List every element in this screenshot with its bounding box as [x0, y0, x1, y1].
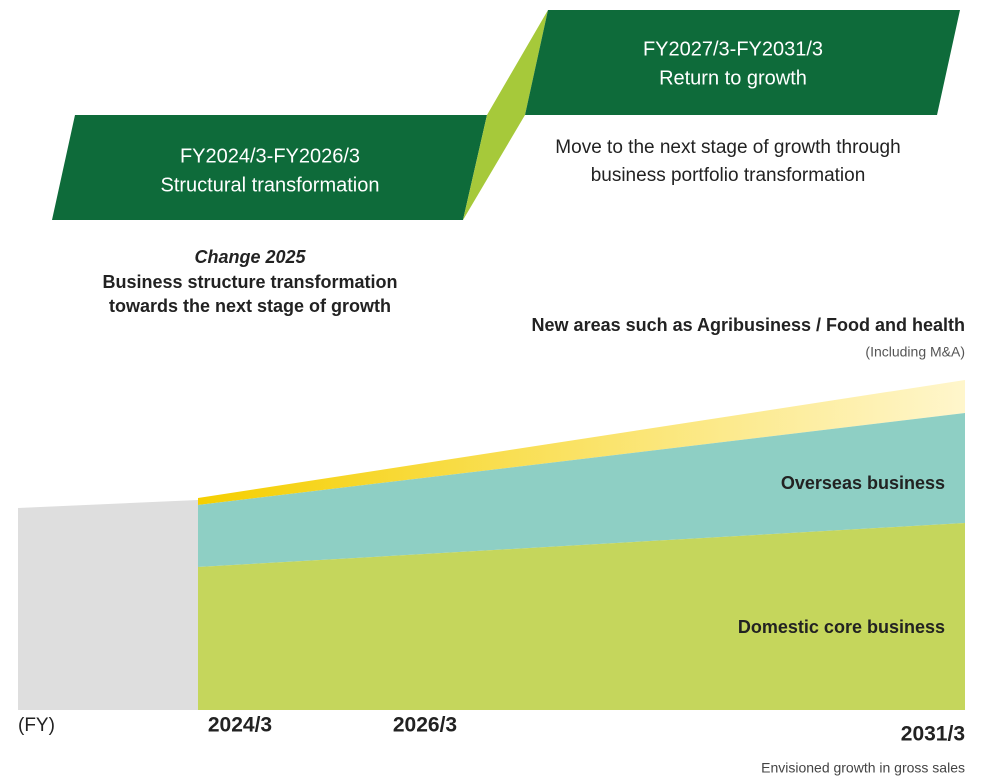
- change-line: towards the next stage of growth: [109, 296, 391, 316]
- area-note: (Including M&A): [865, 344, 965, 360]
- caption: Envisioned growth in gross sales: [761, 760, 965, 776]
- overseas-area: [198, 413, 965, 567]
- phase-title: Return to growth: [659, 67, 807, 89]
- phase-description: Move to the next stage of growth through: [555, 137, 900, 158]
- phase-period: FY2024/3-FY2026/3: [180, 145, 360, 167]
- axis-label: 2031/3: [901, 723, 965, 746]
- phase-description: business portfolio transformation: [591, 165, 866, 186]
- area-label: Overseas business: [781, 473, 945, 493]
- phase-title: Structural transformation: [161, 174, 380, 196]
- connector: [463, 10, 548, 220]
- past-area: [18, 500, 198, 710]
- phase-box: [52, 115, 487, 220]
- new-area: [198, 380, 965, 505]
- area-label: Domestic core business: [738, 617, 945, 637]
- change-title: Change 2025: [194, 247, 306, 267]
- axis-unit: (FY): [18, 715, 55, 736]
- axis-label: 2026/3: [393, 714, 457, 737]
- domestic-area: [198, 523, 965, 710]
- axis-label: 2024/3: [208, 714, 272, 737]
- phase-period: FY2027/3-FY2031/3: [643, 38, 823, 60]
- change-line: Business structure transformation: [102, 272, 397, 292]
- phase-box: [525, 10, 960, 115]
- area-label: New areas such as Agribusiness / Food an…: [532, 315, 965, 335]
